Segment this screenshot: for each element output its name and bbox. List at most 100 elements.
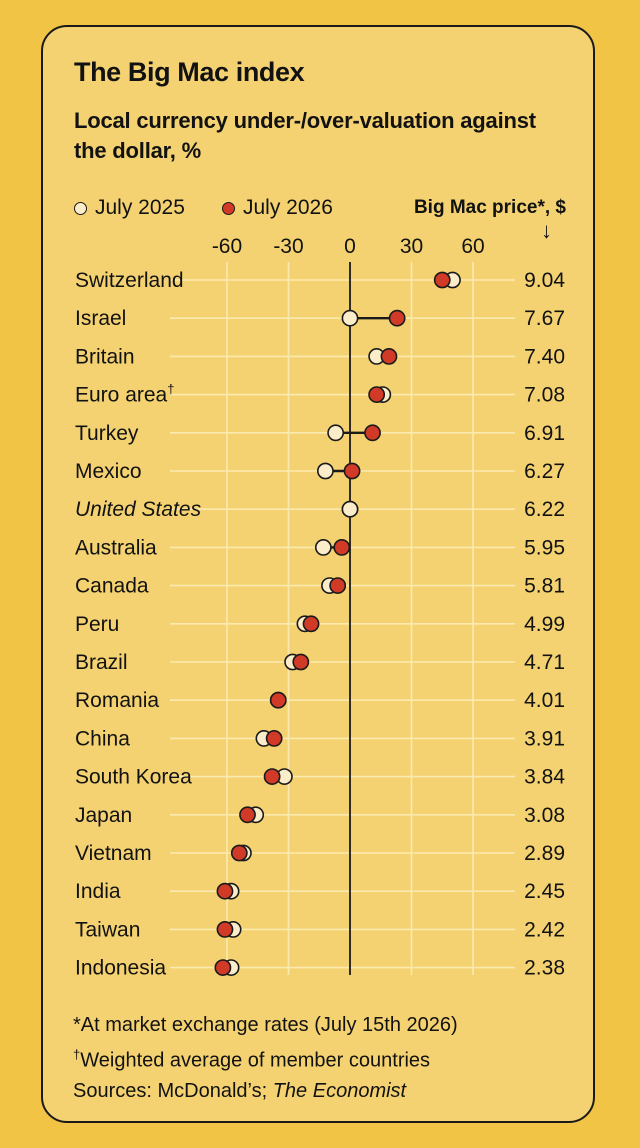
chart-subtitle: Local currency under-/over-valuation aga…	[74, 108, 536, 163]
footnotes: *At market exchange rates (July 15th 202…	[73, 1010, 458, 1106]
x-tick-label: -30	[273, 235, 303, 258]
price-value: 6.91	[524, 422, 565, 445]
price-value: 7.40	[524, 345, 565, 368]
price-value: 7.67	[524, 307, 565, 330]
row-turkey: Turkey 6.91	[75, 422, 565, 445]
country-label: Romania	[75, 689, 159, 712]
country-label: Australia	[75, 536, 157, 559]
dot-2026	[302, 615, 320, 633]
row-united-states: United States 6.22	[75, 498, 565, 521]
price-value: 3.91	[524, 727, 565, 750]
price-value: 6.27	[524, 460, 565, 483]
row-israel: Israel 7.67	[75, 307, 565, 330]
legend-label-2026: July 2026	[243, 196, 333, 219]
country-label: Japan	[75, 804, 132, 827]
country-label: Taiwan	[75, 918, 140, 941]
row-britain: Britain 7.40	[75, 345, 565, 368]
dot-2026	[292, 653, 310, 671]
legend-label-2025: July 2025	[95, 196, 185, 219]
dot-2026	[380, 347, 398, 365]
dot-2026	[269, 691, 287, 709]
dot-2026	[333, 539, 351, 556]
country-label: South Korea	[75, 766, 192, 789]
price-value: 2.89	[524, 842, 565, 865]
price-value: 6.22	[524, 498, 565, 521]
dot-2026	[364, 424, 381, 442]
rows: Switzerland 9.04 Israel 7.67 Britain 7.40 Euro…	[75, 269, 565, 980]
country-label: China	[75, 727, 130, 750]
dot-2026	[368, 386, 386, 403]
x-tick-label: 30	[400, 235, 423, 258]
row-japan: Japan 3.08	[75, 804, 565, 827]
row-euro-area: Euro area† 7.08	[75, 382, 565, 407]
country-label: Turkey	[75, 422, 139, 445]
dot-2026	[239, 806, 256, 824]
price-value: 4.71	[524, 651, 565, 674]
dot-2026	[263, 768, 281, 785]
footnote-exchange-rate: *At market exchange rates (July 15th 202…	[73, 1014, 458, 1036]
country-label: Vietnam	[75, 842, 152, 865]
price-value: 7.08	[524, 384, 565, 407]
row-taiwan: Taiwan 2.42	[75, 918, 565, 941]
legend-dot-2025	[74, 201, 87, 215]
row-brazil: Brazil 4.71	[75, 651, 565, 674]
gridlines	[170, 262, 515, 975]
dot-2026	[216, 921, 234, 938]
row-romania: Romania 4.01	[75, 689, 565, 712]
country-label: Indonesia	[75, 957, 166, 980]
country-label: Brazil	[75, 651, 128, 674]
price-value: 3.84	[524, 766, 565, 789]
country-label: United States	[75, 498, 202, 521]
dot-2026	[230, 844, 248, 862]
row-india: India 2.45	[75, 880, 565, 903]
x-axis-ticks: -60 -30 0 30 60	[212, 235, 485, 258]
price-value: 2.45	[524, 880, 565, 903]
dot-2026	[265, 730, 283, 747]
sources-prefix: Sources: McDonald’s;	[73, 1079, 273, 1102]
row-canada: Canada 5.81	[75, 575, 565, 598]
dot-2026	[216, 882, 234, 900]
dot-2025	[316, 462, 334, 480]
price-value: 2.38	[524, 957, 565, 980]
chart-panel	[41, 25, 595, 1123]
down-arrow-icon: ↓	[541, 218, 552, 243]
dot-2026	[341, 500, 359, 518]
price-value: 2.42	[524, 918, 565, 941]
dot-2026	[343, 462, 361, 480]
dagger-mark: †	[73, 1047, 81, 1062]
row-south-korea: South Korea 3.84	[75, 766, 565, 789]
x-tick-label: -60	[212, 235, 242, 258]
sources-line: Sources: McDonald’s; The Economist	[73, 1076, 458, 1106]
country-label: Britain	[75, 345, 135, 368]
country-label: India	[75, 880, 121, 903]
dot-2026	[214, 959, 232, 976]
row-peru: Peru 4.99	[75, 613, 565, 636]
price-value: 5.95	[524, 536, 565, 559]
dot-2026	[329, 577, 347, 594]
country-label: Peru	[75, 613, 119, 636]
x-tick-label: 60	[461, 235, 484, 258]
country-label: Switzerland	[75, 269, 184, 292]
x-tick-label: 0	[344, 235, 356, 258]
dot-2025	[314, 539, 332, 556]
row-indonesia: Indonesia 2.38	[75, 957, 565, 980]
dot-2026	[433, 271, 451, 289]
price-value: 5.81	[524, 575, 565, 598]
price-column-header: Big Mac price*, $	[413, 197, 566, 218]
dot-2026	[388, 309, 406, 327]
row-mexico: Mexico 6.27	[75, 460, 565, 483]
price-value: 3.08	[524, 804, 565, 827]
row-switzerland: Switzerland 9.04	[75, 269, 565, 292]
country-label: Canada	[75, 575, 149, 598]
country-label: Israel	[75, 307, 126, 330]
country-label: Mexico	[75, 460, 142, 483]
footnote-euro-text: Weighted average of member countries	[80, 1049, 431, 1072]
price-value: 4.01	[524, 689, 565, 712]
footnote-euro-area: †Weighted average of member countries	[73, 1040, 458, 1076]
dot-2025	[341, 309, 359, 327]
legend-dot-2026	[222, 201, 235, 215]
country-label: Euro area†	[75, 382, 174, 407]
legend-item-2026: July 2026	[222, 196, 333, 220]
price-value: 4.99	[524, 613, 565, 636]
